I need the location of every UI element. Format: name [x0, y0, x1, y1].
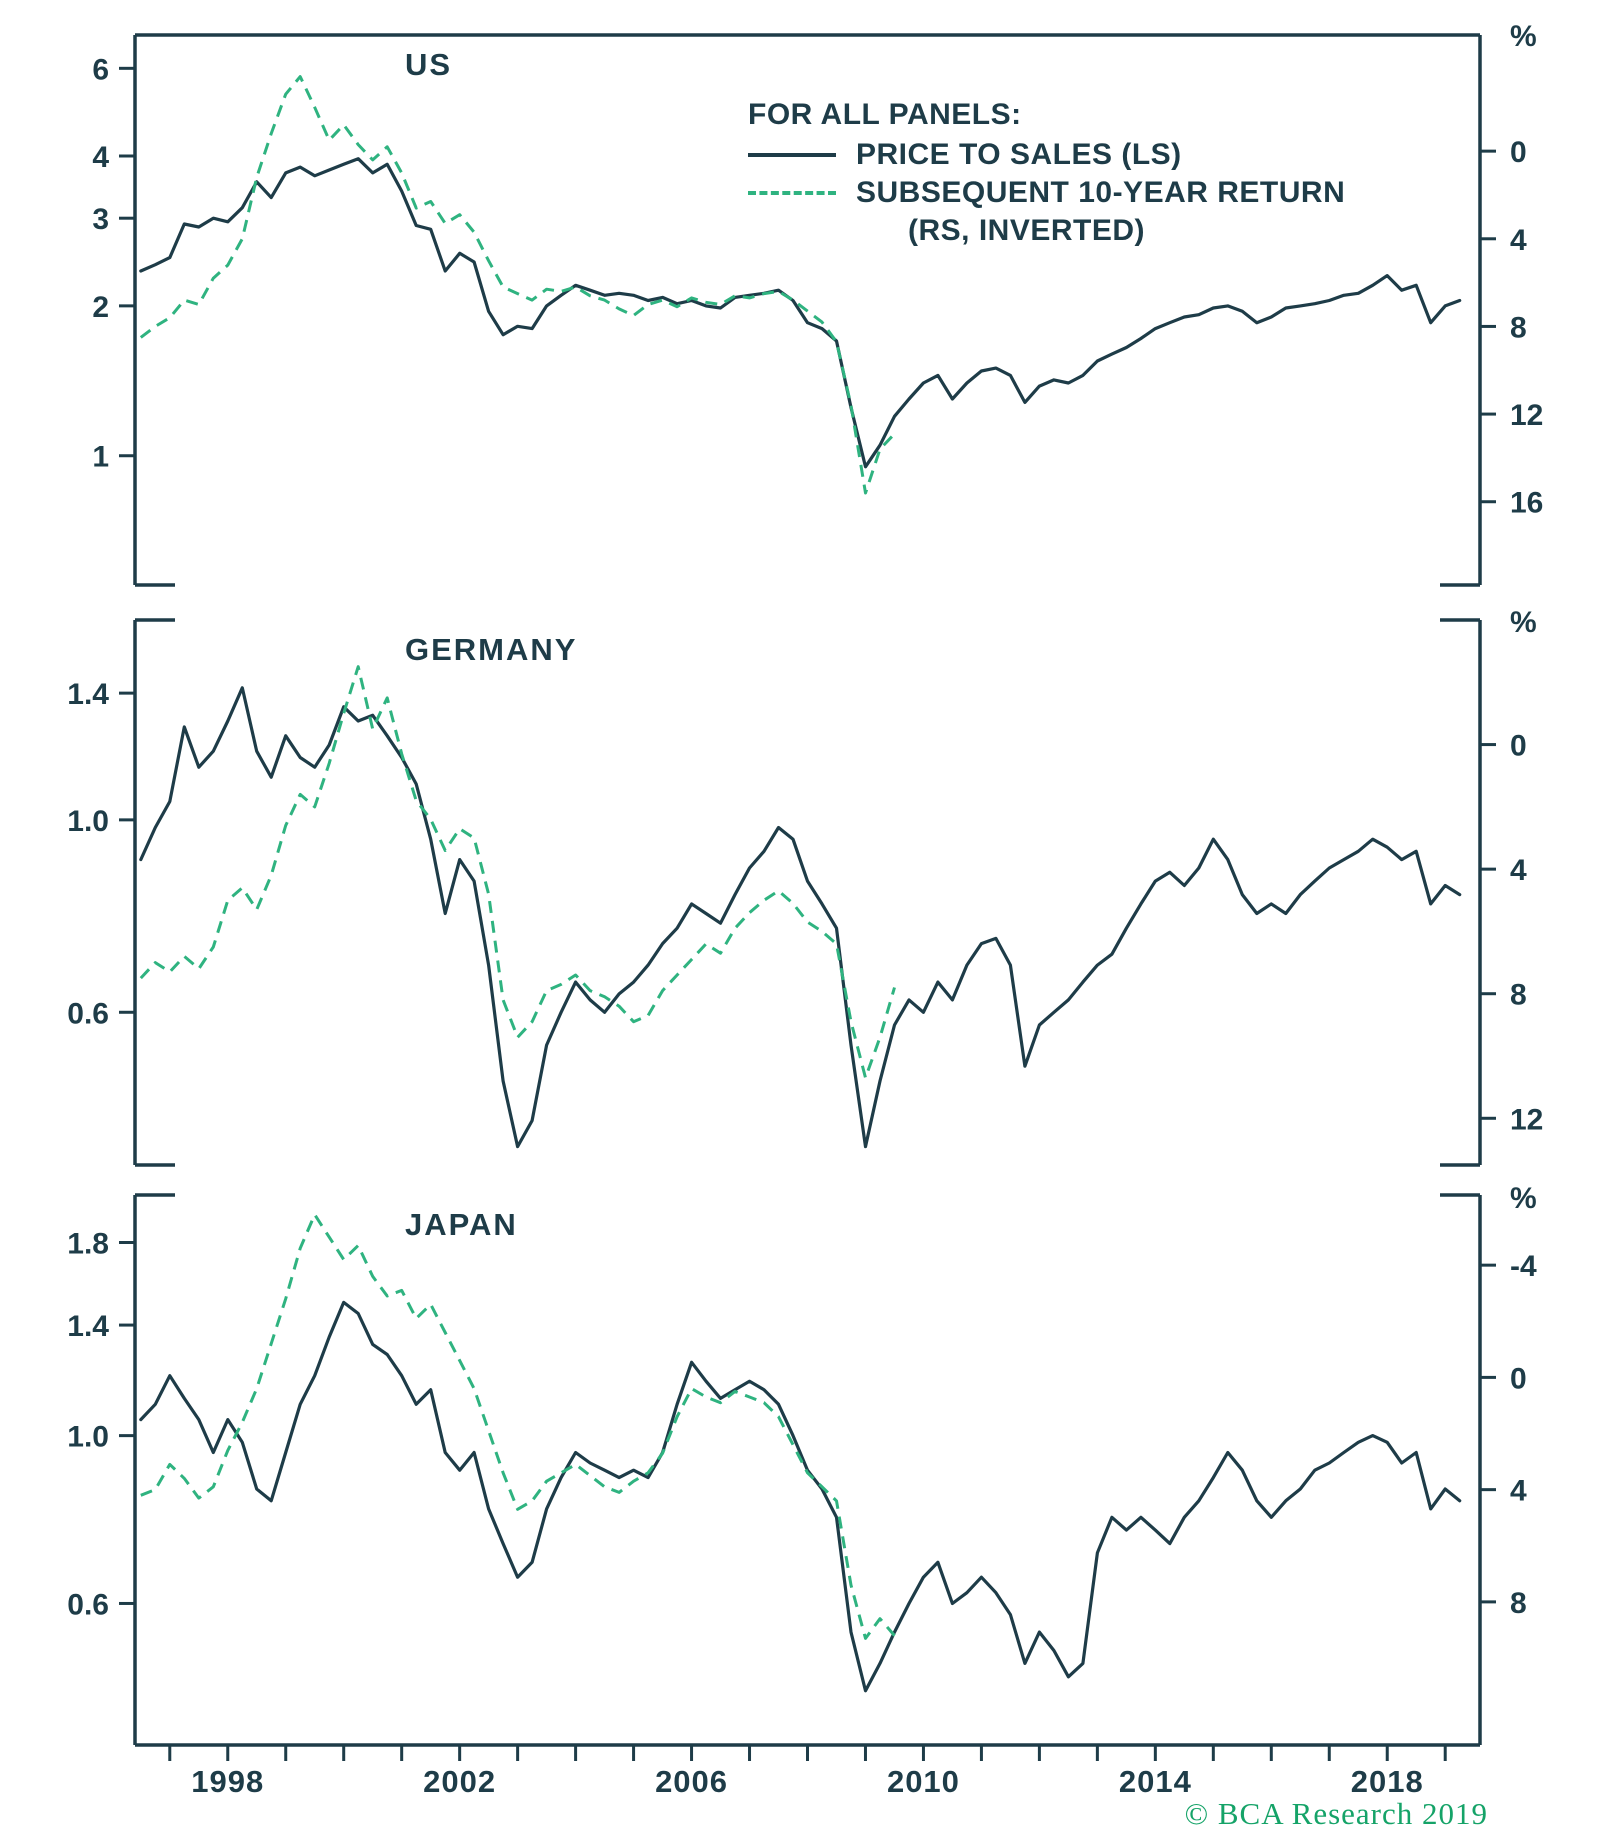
- panel-title-us: US: [405, 47, 453, 82]
- germany-price-to-sales-line: [139, 686, 1462, 1149]
- us-subsequent-return-line: [139, 75, 896, 495]
- left-axis-tick-label: 3: [92, 203, 109, 236]
- legend-label-subsequent-return-line2: (RS, INVERTED): [908, 214, 1146, 247]
- left-axis-tick-label: 1.4: [67, 1310, 109, 1343]
- percent-unit-label-germany: %: [1510, 606, 1537, 639]
- right-axis-tick-label: 4: [1510, 854, 1527, 887]
- right-axis-tick-label: 0: [1510, 1362, 1527, 1395]
- left-axis-tick-label: 0.6: [67, 1588, 109, 1621]
- right-axis-tick-label: 0: [1510, 730, 1527, 763]
- year-label: 2002: [423, 1764, 496, 1799]
- japan-subsequent-return-line: [140, 1213, 896, 1640]
- panel-title-germany: GERMANY: [405, 632, 578, 667]
- copyright-notice: © BCA Research 2019: [1184, 1796, 1488, 1831]
- legend-row-price-to-sales: PRICE TO SALES (LS): [748, 136, 1345, 174]
- percent-unit-label-japan: %: [1510, 1182, 1537, 1215]
- left-axis-tick-label: 1.0: [67, 1421, 109, 1454]
- left-axis-tick-label: 4: [92, 141, 109, 174]
- legend-label-subsequent-return-line1: SUBSEQUENT 10-YEAR RETURN: [856, 176, 1346, 209]
- us-price-to-sales-line: [139, 157, 1462, 469]
- right-axis-tick-label: 8: [1510, 979, 1527, 1012]
- percent-unit-label-us: %: [1510, 20, 1537, 53]
- left-axis-tick-label: 2: [92, 291, 109, 324]
- left-axis-tick-label: 0.6: [67, 997, 109, 1030]
- year-label: 1998: [191, 1764, 264, 1799]
- panel-us: 6 4 3 2 1 0 4 8 12 16: [92, 33, 1543, 587]
- legend-row-subsequent-return: SUBSEQUENT 10-YEAR RETURN (RS, INVERTED): [748, 174, 1345, 250]
- left-axis-tick-label: 1.4: [67, 678, 109, 711]
- year-label: 2018: [1351, 1764, 1424, 1799]
- legend-header: FOR ALL PANELS:: [748, 98, 1022, 131]
- right-axis-tick-label: 16: [1510, 487, 1543, 520]
- left-axis-tick-label: 1.0: [67, 805, 109, 838]
- right-axis-tick-label: 4: [1510, 224, 1527, 257]
- panel-title-japan: JAPAN: [405, 1207, 518, 1242]
- right-axis-tick-label: 0: [1510, 136, 1527, 169]
- right-axis-tick-label: 8: [1510, 1587, 1527, 1620]
- left-axis-tick-label: 1.8: [67, 1228, 109, 1261]
- panel-germany: 1.4 1.0 0.6 0 4 8 12: [67, 618, 1543, 1167]
- legend-label-subsequent-return: SUBSEQUENT 10-YEAR RETURN (RS, INVERTED): [856, 174, 1345, 250]
- germany-subsequent-return-line: [139, 665, 896, 1080]
- right-axis-tick-label: 12: [1510, 399, 1543, 432]
- x-axis: 1998 2002 2006 2010 2014 2018: [135, 1743, 1480, 1799]
- right-axis-tick-label: -4: [1510, 1250, 1537, 1283]
- year-label: 2006: [655, 1764, 728, 1799]
- year-label: 2010: [887, 1764, 960, 1799]
- legend: FOR ALL PANELS: PRICE TO SALES (LS) SUBS…: [748, 96, 1345, 250]
- japan-price-to-sales-line: [139, 1300, 1462, 1693]
- solid-line-swatch: [748, 153, 836, 157]
- year-label: 2014: [1119, 1764, 1192, 1799]
- right-axis-tick-label: 12: [1510, 1103, 1543, 1136]
- right-axis-tick-label: 8: [1510, 311, 1527, 344]
- legend-label-price-to-sales: PRICE TO SALES (LS): [856, 138, 1182, 171]
- panel-japan: 1.8 1.4 1.0 0.6 -4 0 4 8: [67, 1193, 1537, 1745]
- right-axis-tick-label: 4: [1510, 1475, 1527, 1508]
- dashed-line-swatch: [748, 191, 836, 195]
- left-axis-tick-label: 1: [92, 441, 109, 474]
- left-axis-tick-label: 6: [92, 53, 109, 86]
